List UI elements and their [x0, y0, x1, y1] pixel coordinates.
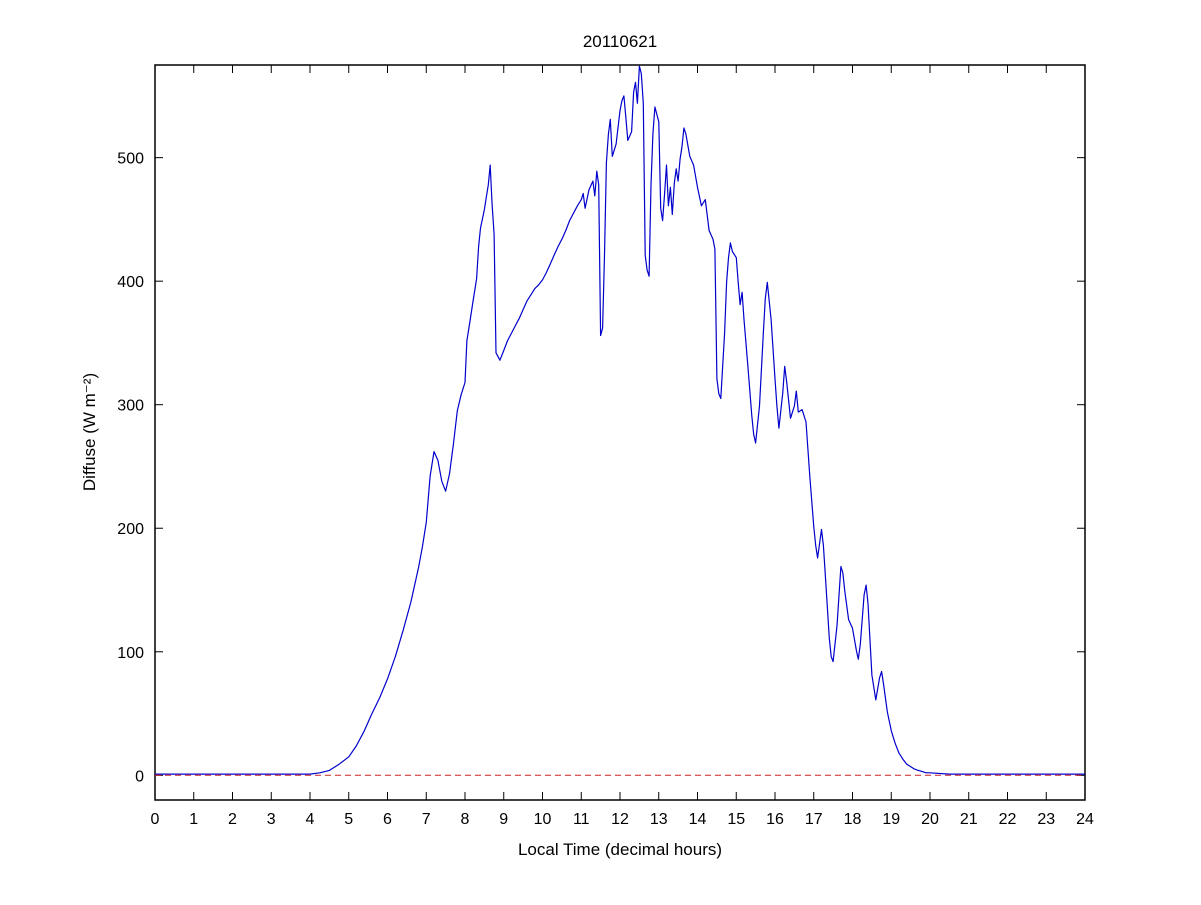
- x-tick-label: 9: [499, 811, 508, 828]
- x-tick-label: 1: [189, 811, 198, 828]
- y-axis-label: Diffuse (W m⁻²): [80, 373, 99, 491]
- series-layer: [155, 65, 1085, 776]
- x-tick-label: 7: [422, 811, 431, 828]
- axis-ticks: [154, 65, 1086, 800]
- x-tick-label: 14: [689, 811, 707, 828]
- x-tick-label: 3: [267, 811, 276, 828]
- chart-title: 20110621: [583, 32, 657, 51]
- plot-box: [154, 64, 1086, 801]
- y-tick-label: 400: [117, 274, 144, 291]
- x-tick-label: 4: [306, 811, 315, 828]
- x-tick-label: 10: [534, 811, 552, 828]
- y-tick-label: 0: [135, 768, 144, 785]
- x-tick-label: 5: [344, 811, 353, 828]
- x-tick-label: 18: [844, 811, 862, 828]
- y-tick-label: 500: [117, 151, 144, 168]
- x-tick-label: 20: [921, 811, 939, 828]
- x-tick-label: 12: [611, 811, 629, 828]
- x-tick-label: 19: [882, 811, 900, 828]
- x-tick-label: 15: [727, 811, 745, 828]
- y-tick-label: 200: [117, 521, 144, 538]
- x-tick-label: 8: [461, 811, 470, 828]
- x-tick-label: 23: [1037, 811, 1055, 828]
- x-tick-label: 11: [573, 811, 590, 828]
- x-tick-label: 0: [151, 811, 160, 828]
- x-tick-label: 17: [805, 811, 823, 828]
- x-tick-label: 24: [1076, 811, 1094, 828]
- x-tick-label: 22: [999, 811, 1017, 828]
- x-tick-label: 16: [766, 811, 784, 828]
- x-axis-label: Local Time (decimal hours): [518, 840, 722, 859]
- y-tick-label: 100: [117, 645, 144, 662]
- y-tick-label: 300: [117, 398, 144, 415]
- x-tick-label: 2: [228, 811, 237, 828]
- x-tick-label: 13: [650, 811, 668, 828]
- x-tick-label: 21: [960, 811, 978, 828]
- x-tick-label: 6: [383, 811, 392, 828]
- tick-labels: 0 1 2 3 4 5 6 7 8 9 10 11 12 13 14 15 16 17 18 19 20 21 22 23 24…: [117, 151, 1094, 828]
- diffuse-irradiance-line: [155, 65, 1085, 775]
